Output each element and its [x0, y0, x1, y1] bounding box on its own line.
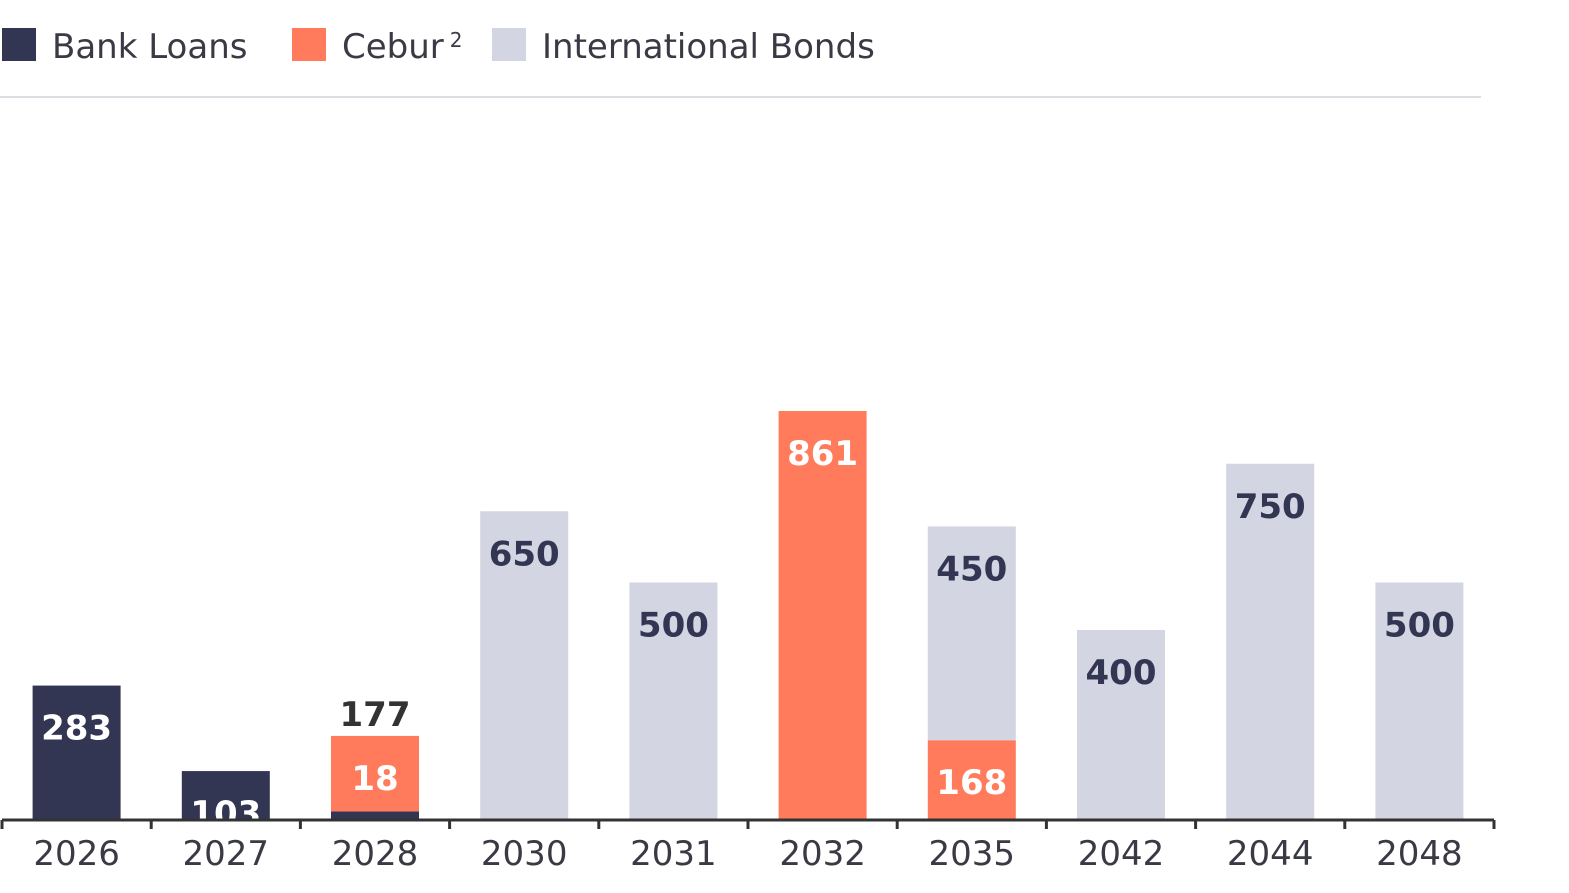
- legend: Bank Loans Cebur 2 International Bonds: [2, 27, 875, 67]
- x-tick-label-2042: 2042: [1078, 834, 1165, 874]
- legend-label-cebur: Cebur: [342, 27, 444, 67]
- legend-swatch-cebur: [292, 28, 326, 61]
- x-tick-label-2044: 2044: [1227, 834, 1314, 874]
- bar-2042-international-bonds: [1077, 630, 1165, 820]
- value-label-2032-cebur: 861: [787, 434, 858, 474]
- bar-2048-international-bonds: [1375, 582, 1464, 820]
- bar-2027-bank-loans: [181, 771, 270, 820]
- value-label-2028-total: 177: [340, 695, 411, 735]
- value-label-2027-bank-loans: 103: [190, 794, 261, 834]
- value-label-2044-international-bonds: 750: [1235, 487, 1306, 527]
- value-labels: 283 103 18 177 650 500 861 450 168 400 750 500: [41, 434, 1455, 834]
- legend-label-bank-loans: Bank Loans: [52, 27, 247, 67]
- x-tick-label-2028: 2028: [332, 834, 419, 874]
- bar-2031-international-bonds: [629, 582, 718, 820]
- value-label-2028-cebur: 18: [351, 759, 398, 799]
- value-label-2035-cebur: 168: [936, 763, 1007, 803]
- legend-swatch-international-bonds: [492, 28, 526, 61]
- x-tick-label-2031: 2031: [630, 834, 717, 874]
- bar-2035-international-bonds: [927, 526, 1016, 741]
- bar-2035-cebur: [927, 740, 1016, 820]
- x-tick-label-2030: 2030: [481, 834, 568, 874]
- bar-2032-cebur: [778, 411, 867, 820]
- value-label-2042-international-bonds: 400: [1086, 653, 1157, 693]
- x-tick-label-2032: 2032: [779, 834, 866, 874]
- legend-superscript-cebur: 2: [450, 28, 463, 52]
- bar-2044-international-bonds: [1226, 463, 1315, 820]
- bar-2028-cebur: [331, 735, 419, 812]
- bar-2030-international-bonds: [480, 511, 569, 820]
- x-axis: 2026 2027 2028 2030 2031 2032 2035 2042 2044 2048: [0, 818, 1496, 874]
- value-label-2048-international-bonds: 500: [1384, 606, 1455, 646]
- value-label-2026-bank-loans: 283: [41, 709, 112, 749]
- x-tick-label-2048: 2048: [1376, 834, 1463, 874]
- value-label-2035-international-bonds: 450: [936, 549, 1007, 589]
- bar-2026-bank-loans: [32, 685, 121, 820]
- value-label-2031-international-bonds: 500: [638, 606, 709, 646]
- legend-label-international-bonds: International Bonds: [542, 27, 875, 67]
- bars: [32, 411, 1464, 820]
- legend-swatch-bank-loans: [2, 28, 36, 61]
- x-tick-label-2035: 2035: [929, 834, 1016, 874]
- x-tick-label-2027: 2027: [183, 834, 270, 874]
- bar-2028-bank-loans: [331, 811, 419, 820]
- value-label-2030-international-bonds: 650: [489, 534, 560, 574]
- x-tick-label-2026: 2026: [33, 834, 120, 874]
